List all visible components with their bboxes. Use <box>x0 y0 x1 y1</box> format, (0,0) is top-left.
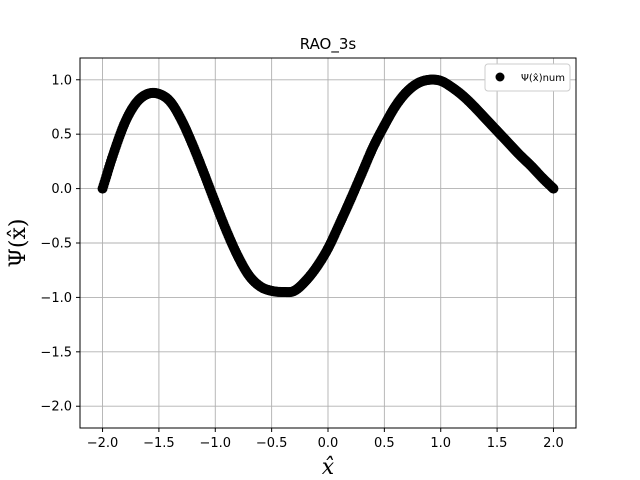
legend-label: Ψ(x̂)num <box>521 72 565 84</box>
x-tick-label: 1.0 <box>430 436 451 451</box>
x-tick-label: −1.5 <box>143 436 175 451</box>
x-tick-label: −0.5 <box>256 436 288 451</box>
legend-box <box>484 63 571 92</box>
y-tick-label: −0.5 <box>40 237 72 252</box>
legend: Ψ(x̂)num <box>484 63 571 92</box>
chart-title: RAO_3s <box>300 35 357 54</box>
y-tick-label: −1.0 <box>40 291 72 306</box>
y-axis-ticks: −2.0 −1.5 −1.0 −0.5 0.0 0.5 1.0 <box>40 73 80 415</box>
data-point <box>548 183 559 194</box>
y-axis-label: Ψ(x̂) <box>6 219 31 268</box>
x-tick-label: −2.0 <box>87 436 119 451</box>
legend-marker <box>495 72 505 82</box>
series-markers <box>97 74 559 298</box>
y-tick-label: −1.5 <box>40 345 72 360</box>
x-axis-ticks: −2.0 −1.5 −1.0 −0.5 0.0 0.5 1.0 1.5 2.0 <box>87 428 564 451</box>
x-axis-label: x̂ <box>322 455 335 480</box>
y-tick-label: 1.0 <box>51 73 72 88</box>
y-tick-label: 0.5 <box>51 128 72 143</box>
x-tick-label: 1.5 <box>487 436 508 451</box>
x-tick-label: 0.0 <box>318 436 339 451</box>
x-tick-label: 0.5 <box>374 436 395 451</box>
x-tick-label: −1.0 <box>199 436 231 451</box>
x-tick-label: 2.0 <box>543 436 564 451</box>
y-tick-label: 0.0 <box>51 182 72 197</box>
y-tick-label: −2.0 <box>40 400 72 415</box>
